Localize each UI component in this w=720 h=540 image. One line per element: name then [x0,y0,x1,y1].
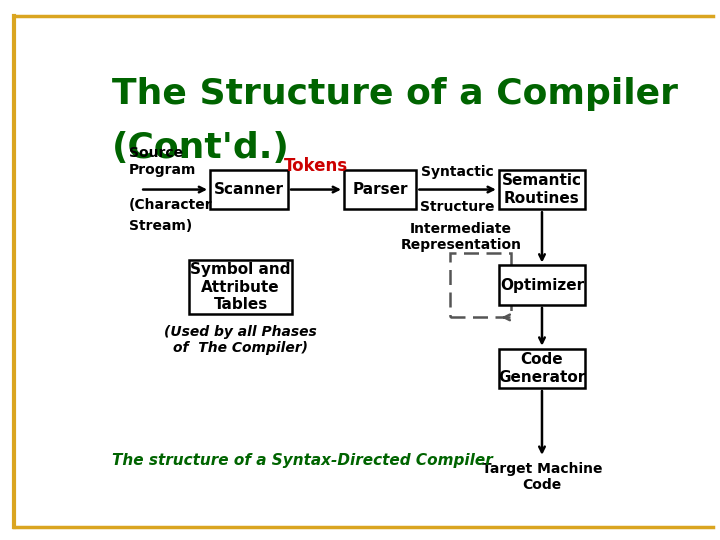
Bar [344,170,416,210]
Text: Scanner: Scanner [214,182,284,197]
Text: (Character: (Character [129,198,212,212]
Text: Stream): Stream) [129,219,192,233]
Text: Tokens: Tokens [284,157,348,175]
Text: Symbol and
Attribute
Tables: Symbol and Attribute Tables [190,262,291,312]
Text: Optimizer: Optimizer [500,278,584,293]
Text: (Cont'd.): (Cont'd.) [112,131,290,165]
Bar [499,170,585,210]
Bar [189,260,292,314]
Text: Semantic
Routines: Semantic Routines [502,173,582,206]
Text: Code
Generator: Code Generator [498,352,585,384]
Bar [210,170,288,210]
Text: Syntactic: Syntactic [421,165,494,179]
Text: Parser: Parser [352,182,408,197]
Text: The Structure of a Compiler: The Structure of a Compiler [112,77,678,111]
Text: The structure of a Syntax-Directed Compiler: The structure of a Syntax-Directed Compi… [112,453,493,468]
Text: Program: Program [129,163,197,177]
Bar [499,349,585,388]
Text: Structure: Structure [420,200,495,214]
Text: Intermediate
Representation: Intermediate Representation [400,222,521,253]
Text: Target Machine
Code: Target Machine Code [482,462,602,492]
Bar [499,266,585,305]
Text: Source: Source [129,146,183,160]
Text: (Used by all Phases
of  The Compiler): (Used by all Phases of The Compiler) [164,325,317,355]
Bar [450,253,511,318]
